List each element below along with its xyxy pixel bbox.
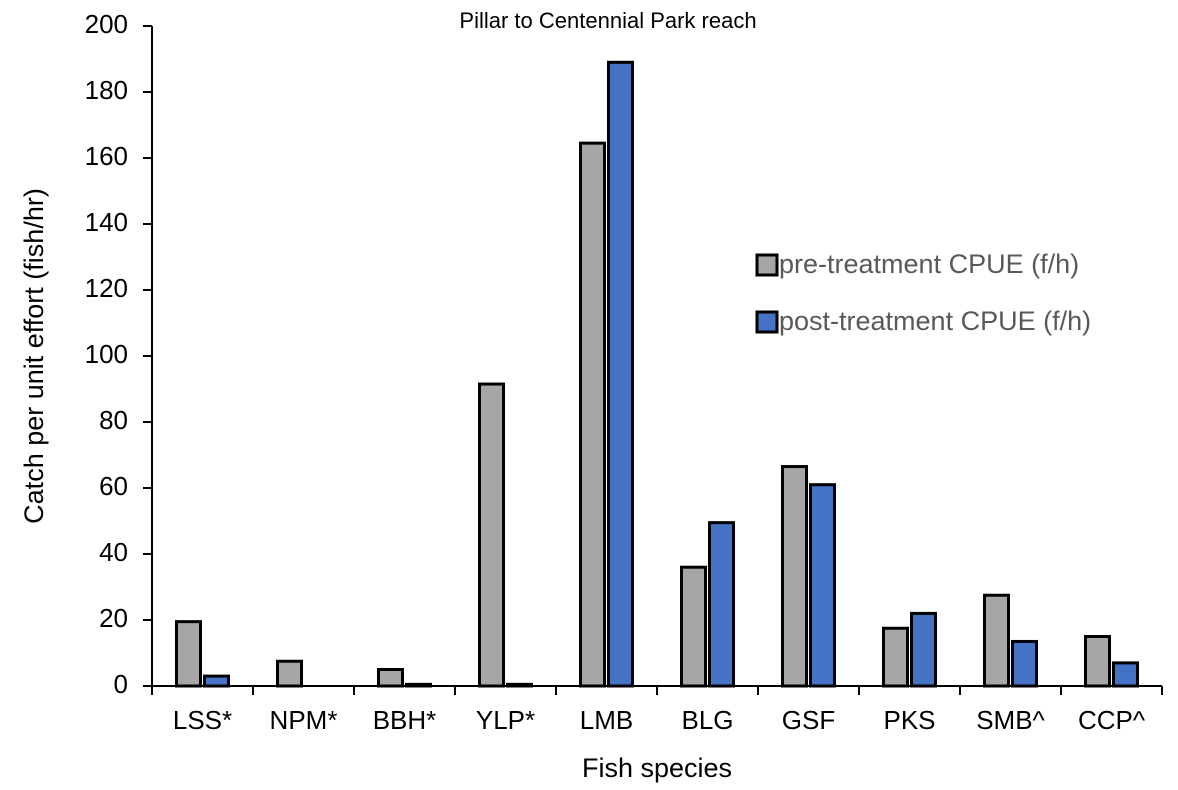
x-tick-label: YLP* <box>476 705 535 735</box>
chart-title: Pillar to Centennial Park reach <box>459 8 756 33</box>
x-tick-label: CCP^ <box>1078 705 1146 735</box>
bar <box>1084 635 1111 688</box>
bar <box>708 521 735 688</box>
y-tick-label: 120 <box>85 273 128 303</box>
bar <box>579 141 606 688</box>
y-tick-label: 80 <box>99 405 128 435</box>
y-tick-label: 140 <box>85 207 128 237</box>
legend-swatch <box>755 310 779 334</box>
bar <box>910 611 937 688</box>
legend-label: post-treatment CPUE (f/h) <box>779 306 1091 336</box>
x-axis-label: Fish species <box>582 753 732 783</box>
bar <box>377 668 404 688</box>
x-tick-label: BLG <box>681 705 733 735</box>
bar <box>809 483 836 688</box>
bar <box>175 620 202 688</box>
y-axis-label: Catch per unit effort (fish/hr) <box>19 188 49 524</box>
bar <box>203 674 230 688</box>
bar <box>882 626 909 688</box>
x-tick-label: GSF <box>782 705 835 735</box>
bar <box>478 382 505 688</box>
y-tick-label: 160 <box>85 141 128 171</box>
x-tick-label: LMB <box>580 705 633 735</box>
bar <box>781 465 808 688</box>
bar <box>1112 661 1139 688</box>
bar <box>276 659 303 688</box>
x-tick-label: SMB^ <box>976 705 1045 735</box>
x-tick-label: BBH* <box>373 705 437 735</box>
x-tick-label: LSS* <box>173 705 232 735</box>
legend-label: pre-treatment CPUE (f/h) <box>779 249 1079 279</box>
y-tick-label: 20 <box>99 603 128 633</box>
x-tick-label: NPM* <box>270 705 338 735</box>
y-tick-label: 180 <box>85 75 128 105</box>
y-tick-label: 200 <box>85 9 128 39</box>
x-tick-label: PKS <box>883 705 935 735</box>
bar <box>607 60 634 688</box>
y-tick-label: 60 <box>99 471 128 501</box>
bar <box>680 565 707 688</box>
legend-swatch <box>755 253 779 277</box>
y-tick-label: 100 <box>85 339 128 369</box>
y-tick-label: 0 <box>114 669 128 699</box>
y-tick-label: 40 <box>99 537 128 567</box>
bar <box>983 593 1010 688</box>
bar <box>1011 639 1038 688</box>
